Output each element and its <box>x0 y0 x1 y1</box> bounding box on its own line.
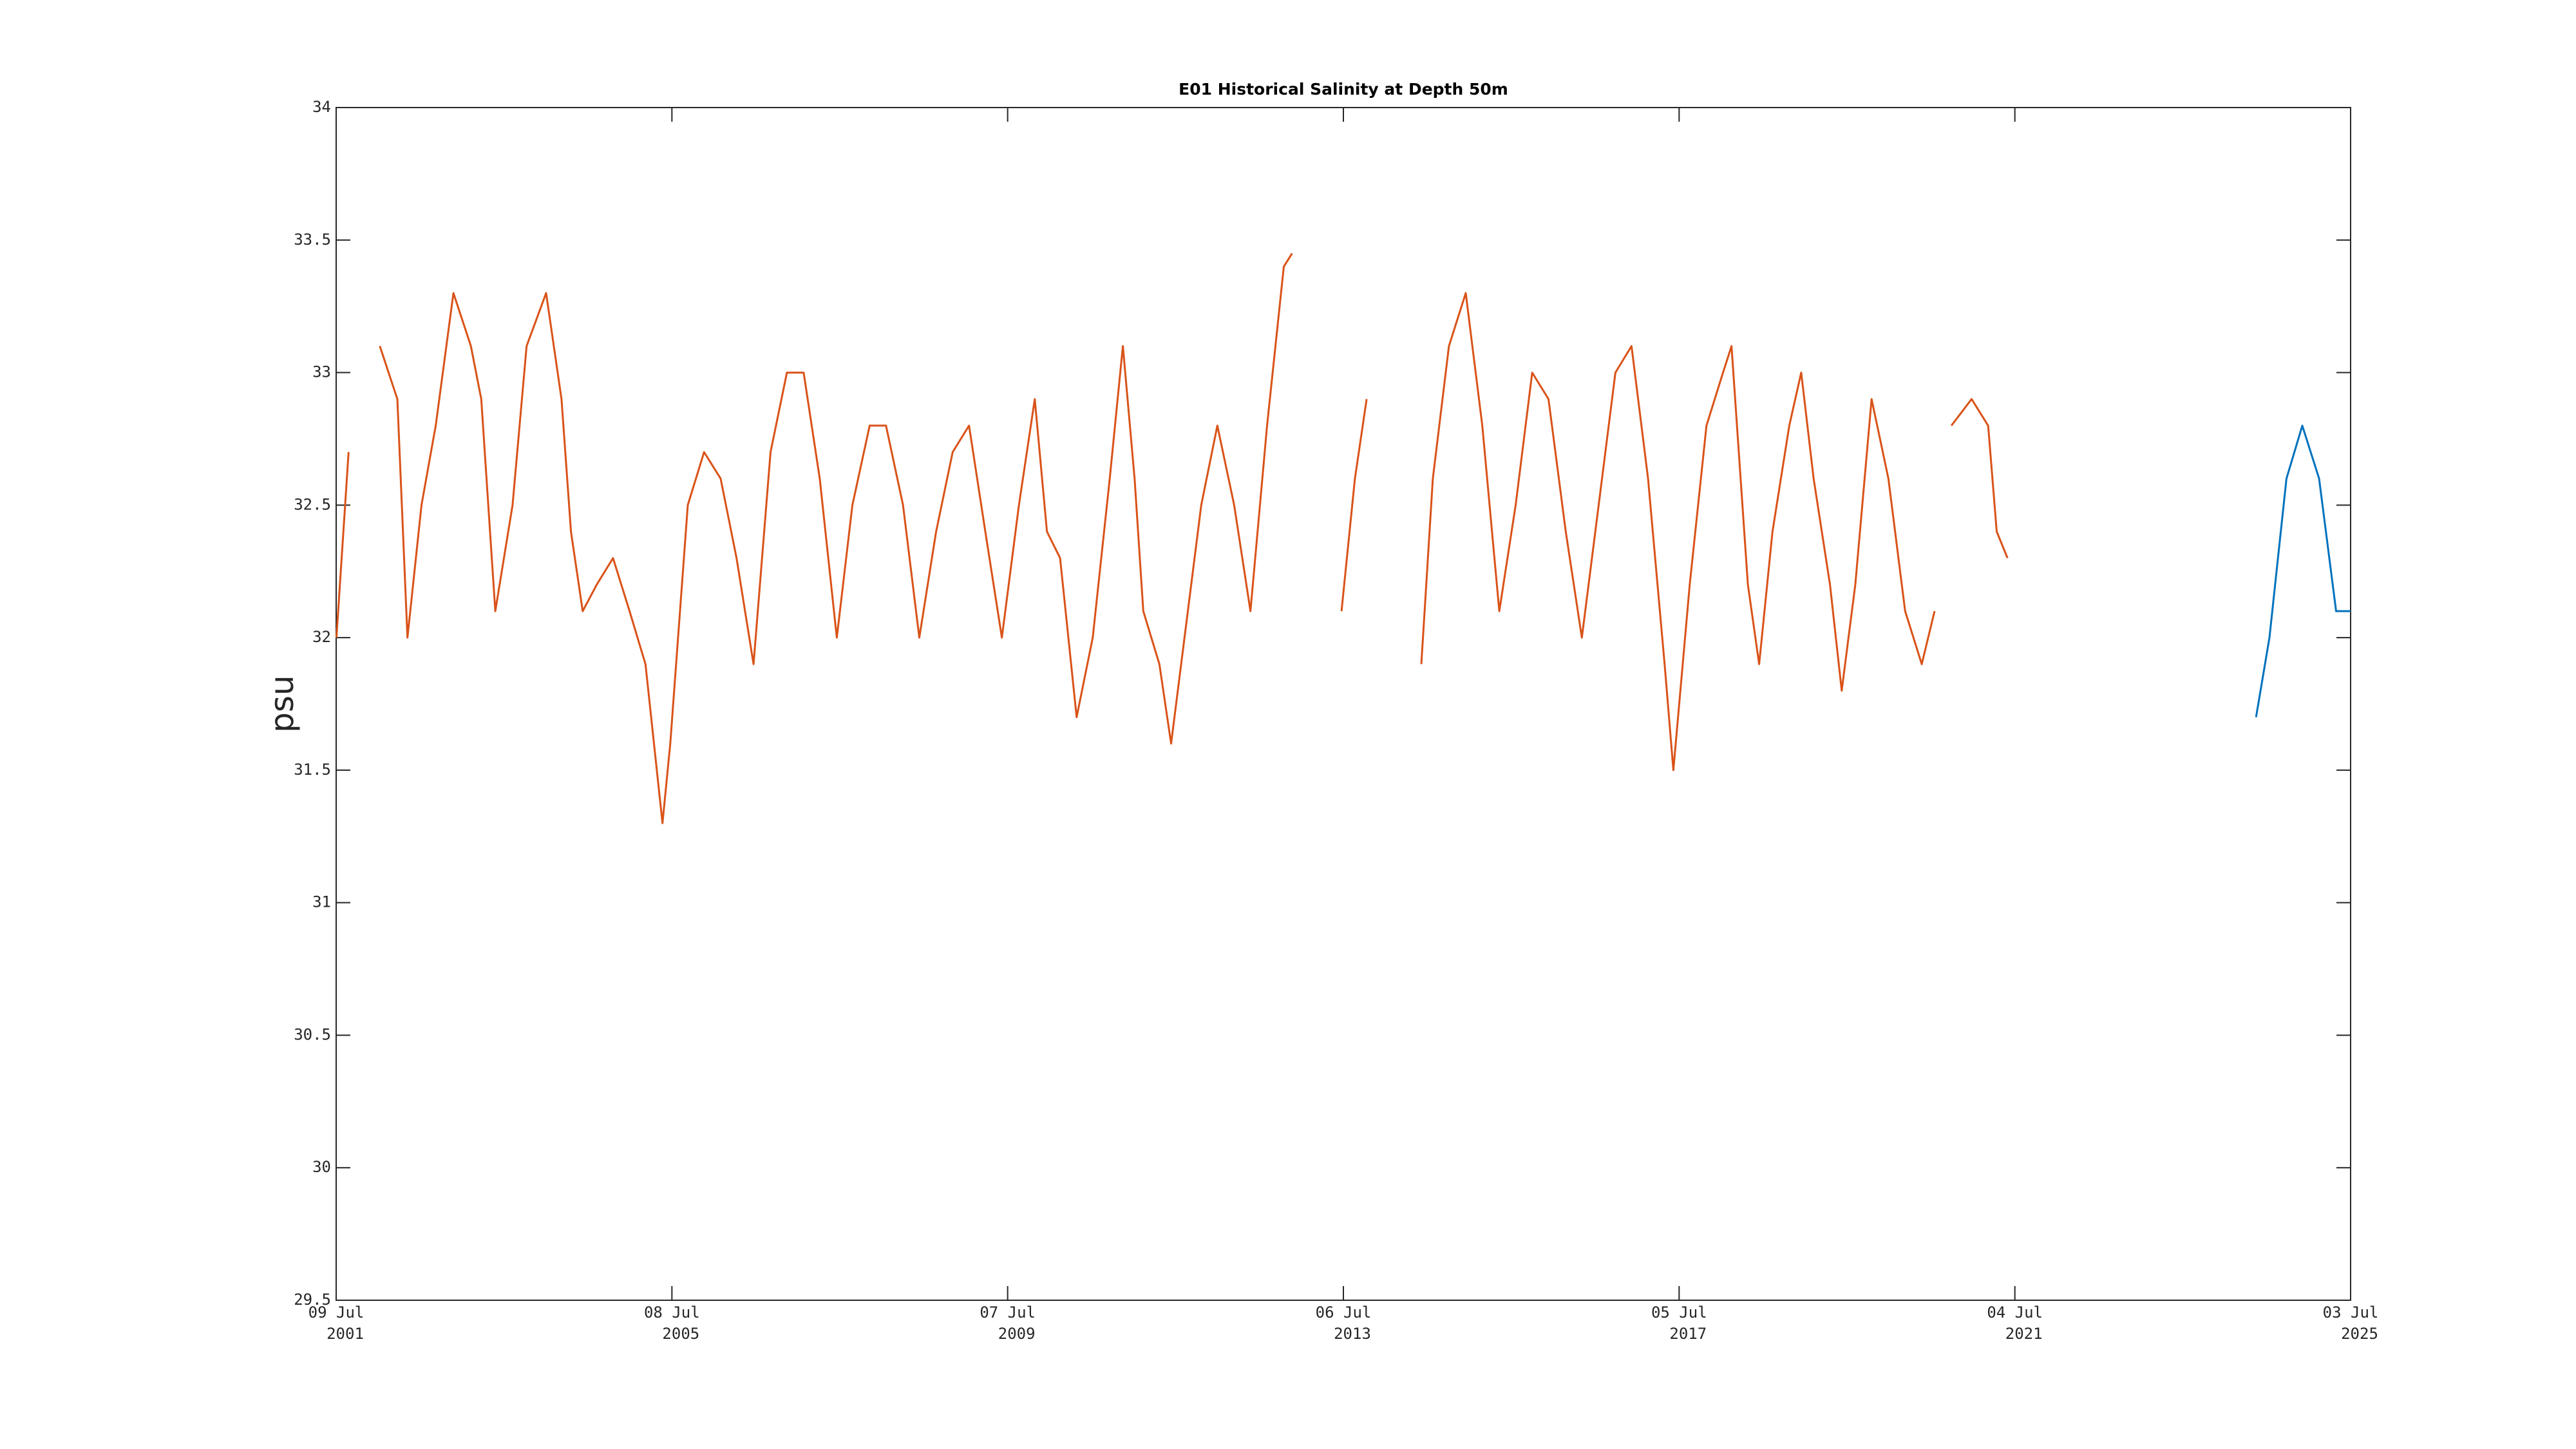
series-line <box>2255 424 2351 717</box>
y-tick-label: 33 <box>312 363 331 381</box>
y-axis-label: psu <box>263 675 301 732</box>
y-tick-label: 32 <box>312 628 331 646</box>
x-tick-label: 06 Jul <box>1316 1303 1372 1321</box>
x-tick-label: 2025 <box>2341 1325 2378 1343</box>
y-tick-label: 31.5 <box>294 761 331 779</box>
y-tick-label: 31 <box>312 893 331 911</box>
x-tick-label: 08 Jul <box>644 1303 700 1321</box>
y-tick-label: 30 <box>312 1158 331 1176</box>
x-tick-label: 2009 <box>998 1325 1036 1343</box>
y-tick-label: 34 <box>312 98 331 116</box>
x-tick-label: 09 Jul <box>308 1303 365 1321</box>
chart-title: E01 Historical Salinity at Depth 50m <box>1179 80 1508 99</box>
y-tick-label: 29.5 <box>294 1291 331 1309</box>
y-tick-label: 30.5 <box>294 1025 331 1043</box>
series-line <box>335 252 2009 824</box>
x-tick-label: 07 Jul <box>980 1303 1036 1321</box>
x-tick-label: 2013 <box>1334 1325 1371 1343</box>
x-tick-label: 03 Jul <box>2323 1303 2379 1321</box>
x-tick-label: 2017 <box>1669 1325 1707 1343</box>
x-tick-label: 05 Jul <box>1651 1303 1707 1321</box>
x-tick-label: 04 Jul <box>1987 1303 2043 1321</box>
y-tick-label: 33.5 <box>294 231 331 249</box>
x-tick-label: 2005 <box>662 1325 699 1343</box>
x-tick-label: 2001 <box>327 1325 364 1343</box>
y-tick-label: 32.5 <box>294 495 331 513</box>
x-tick-label: 2021 <box>2005 1325 2043 1343</box>
